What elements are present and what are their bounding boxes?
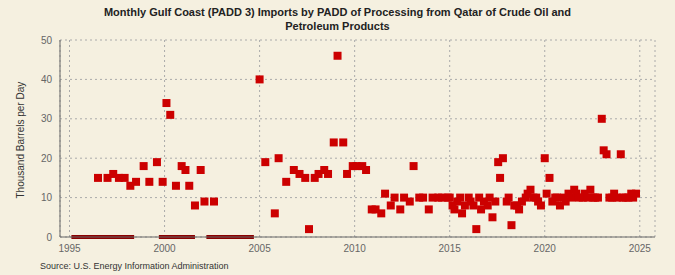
svg-text:2010: 2010 <box>344 243 367 254</box>
svg-text:2005: 2005 <box>248 243 271 254</box>
svg-text:20: 20 <box>41 153 53 164</box>
svg-text:10: 10 <box>41 192 53 203</box>
svg-text:2020: 2020 <box>534 243 557 254</box>
svg-text:Thousand Barrels per Day: Thousand Barrels per Day <box>15 82 26 199</box>
html-text:Source: U.S. Energy Informatio: Source: U.S. Energy Information Administ… <box>40 261 229 271</box>
svg-text:40: 40 <box>41 74 53 85</box>
svg-text:2025: 2025 <box>629 243 652 254</box>
svg-text:50: 50 <box>41 35 53 46</box>
svg-text:1995: 1995 <box>58 243 81 254</box>
svg-text:30: 30 <box>41 113 53 124</box>
svg-text:2000: 2000 <box>153 243 176 254</box>
svg-text:0: 0 <box>46 232 52 243</box>
svg-text:2015: 2015 <box>439 243 462 254</box>
html-text:Monthly Gulf Coast (PADD 3) Im: Monthly Gulf Coast (PADD 3) Imports by P… <box>103 5 572 32</box>
